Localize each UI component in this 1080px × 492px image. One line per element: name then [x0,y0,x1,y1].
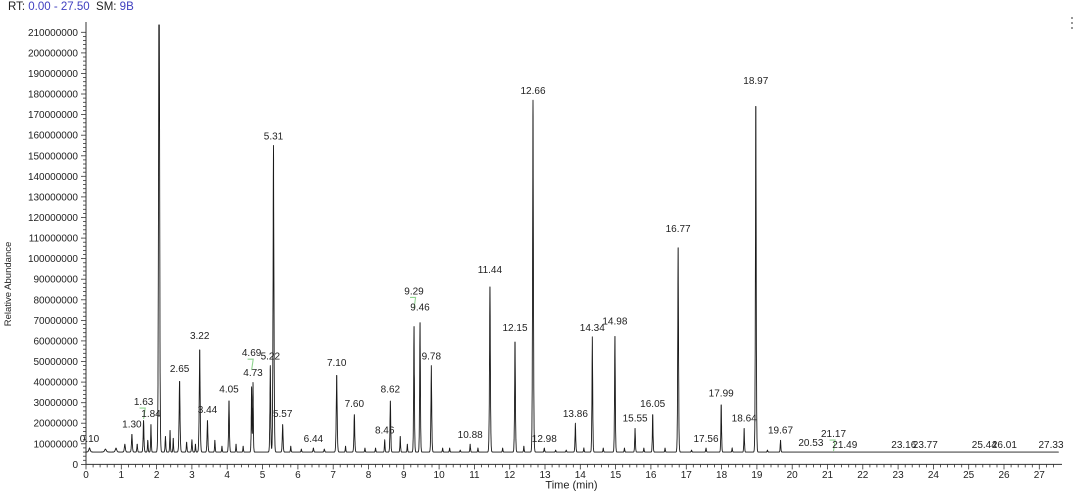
svg-text:150000000: 150000000 [28,151,78,162]
svg-text:6.44: 6.44 [304,434,324,445]
svg-text:1.30: 1.30 [122,420,142,431]
svg-text:Relative Abundance: Relative Abundance [3,242,14,327]
svg-text:90000000: 90000000 [34,275,79,286]
svg-text:80000000: 80000000 [34,295,79,306]
svg-text:7.60: 7.60 [345,399,365,410]
svg-text:1.84: 1.84 [141,409,161,420]
svg-text:40000000: 40000000 [34,378,79,389]
svg-text:0: 0 [72,460,78,471]
svg-text:10000000: 10000000 [34,439,79,450]
svg-text:8: 8 [366,470,372,481]
svg-text:21: 21 [822,470,834,481]
svg-text:13.86: 13.86 [563,409,588,420]
svg-text:110000000: 110000000 [29,234,79,245]
svg-text:7: 7 [330,470,336,481]
svg-text:1.63: 1.63 [134,397,154,408]
svg-text:4: 4 [224,470,230,481]
svg-text:20000000: 20000000 [34,419,79,430]
svg-text:9: 9 [401,470,407,481]
svg-text:16.77: 16.77 [666,224,691,235]
svg-text:19.67: 19.67 [768,426,793,437]
svg-text:5.22: 5.22 [261,352,281,363]
svg-text:6: 6 [295,470,301,481]
svg-text:19: 19 [751,470,763,481]
svg-text:27.33: 27.33 [1038,440,1063,451]
svg-text:12.66: 12.66 [520,86,545,97]
svg-text:17: 17 [681,470,693,481]
svg-text:18.97: 18.97 [743,76,768,87]
svg-text:70000000: 70000000 [34,316,79,327]
svg-text:21.49: 21.49 [832,440,857,451]
svg-text:9.29: 9.29 [404,286,424,297]
svg-text:10.88: 10.88 [458,430,483,441]
svg-text:200000000: 200000000 [28,48,78,59]
svg-text:12.98: 12.98 [532,434,557,445]
svg-text:16: 16 [645,470,657,481]
svg-text:24: 24 [928,470,940,481]
svg-text:180000000: 180000000 [28,90,78,101]
svg-text:2: 2 [154,470,160,481]
svg-text:100000000: 100000000 [28,254,78,265]
svg-text:25: 25 [963,470,975,481]
svg-text:9.78: 9.78 [422,352,442,363]
svg-text:26: 26 [998,470,1010,481]
svg-text:8.46: 8.46 [375,426,395,437]
svg-text:5.57: 5.57 [273,409,293,420]
svg-text:17.99: 17.99 [709,389,734,400]
svg-text:120000000: 120000000 [28,213,78,224]
svg-text:26.01: 26.01 [992,440,1017,451]
svg-text:170000000: 170000000 [28,110,78,121]
svg-text:0: 0 [83,470,89,481]
svg-text:21.17: 21.17 [821,429,846,440]
svg-text:20: 20 [787,470,799,481]
svg-text:10: 10 [434,470,446,481]
svg-text:27: 27 [1034,470,1046,481]
svg-text:3: 3 [189,470,195,481]
svg-text:190000000: 190000000 [28,69,78,80]
svg-text:4.05: 4.05 [219,385,239,396]
svg-text:8.62: 8.62 [381,385,401,396]
svg-text:18: 18 [716,470,728,481]
svg-text:50000000: 50000000 [34,357,79,368]
svg-text:23.77: 23.77 [913,440,938,451]
svg-text:4.73: 4.73 [243,368,263,379]
svg-text:0.10: 0.10 [80,434,100,445]
svg-text:12: 12 [504,470,516,481]
svg-text:15.55: 15.55 [623,413,648,424]
svg-text:3.22: 3.22 [190,331,210,342]
svg-text:160000000: 160000000 [28,131,78,142]
svg-text:140000000: 140000000 [28,172,78,183]
svg-text:5: 5 [260,470,266,481]
svg-text:9.46: 9.46 [410,302,430,313]
svg-text:18.64: 18.64 [732,413,757,424]
svg-text:60000000: 60000000 [34,336,79,347]
svg-text:1: 1 [119,470,125,481]
svg-text:30000000: 30000000 [34,398,79,409]
svg-text:3.44: 3.44 [198,405,218,416]
svg-text:16.05: 16.05 [640,399,665,410]
svg-text:12.15: 12.15 [502,323,527,334]
svg-text:11.44: 11.44 [478,265,503,276]
svg-text:14.98: 14.98 [602,317,627,328]
svg-text:11: 11 [469,470,480,481]
svg-text:Time (min): Time (min) [545,480,597,492]
svg-text:17.56: 17.56 [693,434,718,445]
svg-text:7.10: 7.10 [327,358,347,369]
svg-text:5.31: 5.31 [264,132,284,143]
svg-text:2.65: 2.65 [170,364,190,375]
svg-text:4.69: 4.69 [242,348,262,359]
svg-text:23: 23 [893,470,905,481]
svg-text:22: 22 [857,470,869,481]
svg-text:130000000: 130000000 [28,192,78,203]
svg-text:15: 15 [610,470,622,481]
svg-text:210000000: 210000000 [28,28,78,39]
